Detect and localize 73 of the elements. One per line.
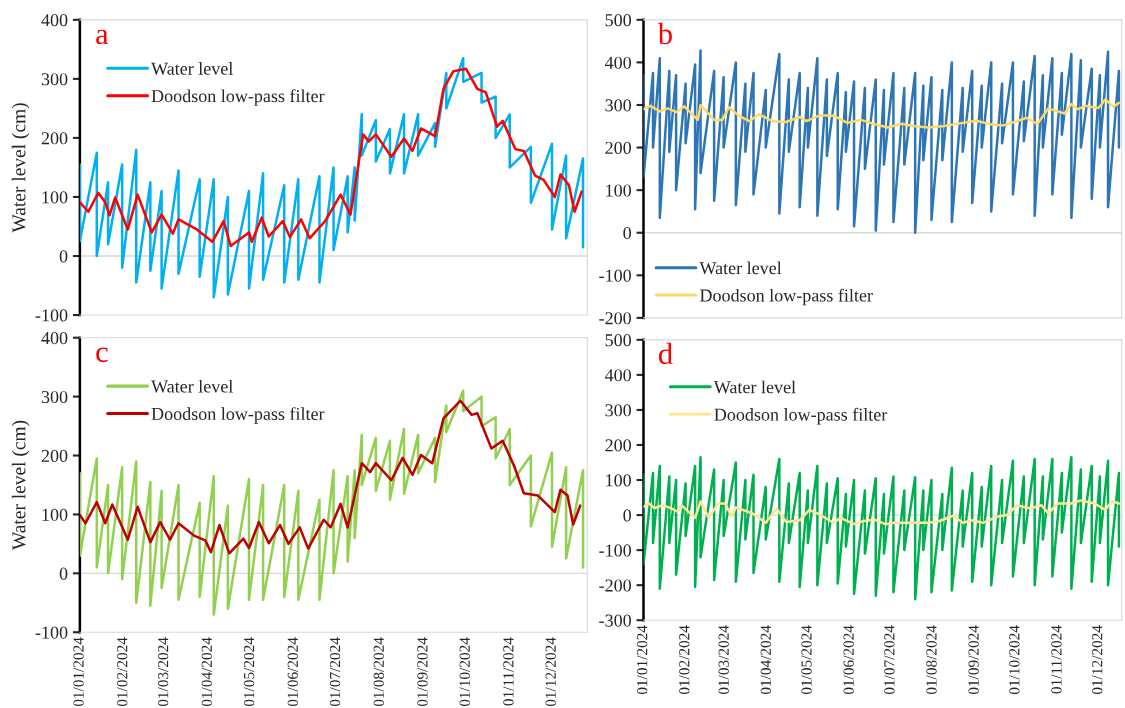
- y-tick-label: 300: [605, 99, 632, 112]
- x-tick-label: 01/04/2024: [760, 625, 771, 695]
- annotation: c: [96, 347, 108, 363]
- line-series: [643, 49, 1121, 234]
- annotation: b: [657, 22, 672, 45]
- y-tick-label: 200: [41, 132, 68, 145]
- x-tick-label: 01/06/2024: [287, 637, 298, 707]
- annotation: a: [96, 29, 109, 45]
- x-tick-label: 01/03/2024: [718, 625, 729, 695]
- legend-label: Doodson low-pass filter: [699, 288, 873, 306]
- y-tick-label: 400: [41, 14, 68, 27]
- x-tick-label: 01/01/2024: [73, 637, 84, 707]
- legend-label: Water level: [713, 380, 796, 394]
- y-tick-label: 400: [41, 331, 68, 345]
- x-tick-label: 01/05/2024: [801, 625, 812, 695]
- legend-label: Water level: [151, 62, 233, 75]
- x-tick-label: 01/01/2024: [637, 625, 648, 695]
- x-tick-label: 01/06/2024: [843, 625, 854, 695]
- y-axis-title: Water level (cm): [11, 420, 30, 551]
- y-tick-label: -300: [599, 614, 632, 627]
- x-tick-label: 01/12/2024: [1092, 625, 1103, 695]
- y-tick-label: 0: [623, 509, 632, 522]
- y-tick-label: 0: [59, 567, 68, 580]
- y-tick-label: 100: [606, 474, 632, 487]
- y-tick-label: 100: [42, 508, 68, 521]
- y-tick-label: 300: [605, 404, 632, 417]
- y-tick-label: -100: [599, 269, 632, 282]
- x-tick-label: 01/07/2024: [884, 625, 895, 695]
- y-tick-label: 200: [605, 439, 632, 452]
- x-tick-label: 01/10/2024: [459, 637, 470, 707]
- x-tick-label: 01/08/2024: [373, 637, 384, 707]
- x-tick-label: 01/11/2024: [503, 637, 514, 706]
- x-tick-label: 01/05/2024: [243, 637, 255, 707]
- y-tick-label: 0: [623, 226, 632, 240]
- legend-label: Water level: [699, 261, 782, 275]
- line-series: [79, 56, 585, 299]
- y-tick-label: -100: [35, 626, 68, 639]
- legend-label: Doodson low-pass filter: [151, 407, 325, 424]
- y-tick-label: -200: [599, 579, 632, 592]
- x-tick-label: 01/08/2024: [926, 625, 937, 695]
- y-tick-label: 100: [606, 184, 632, 197]
- annotation: d: [658, 342, 673, 365]
- line-series: [643, 98, 1121, 129]
- x-tick-label: 01/03/2024: [157, 637, 169, 707]
- x-tick-label: 01/02/2024: [679, 625, 690, 695]
- x-tick-label: 01/09/2024: [417, 637, 428, 707]
- legend-label: Doodson low-pass filter: [151, 89, 325, 106]
- y-tick-label: 400: [604, 369, 632, 382]
- line-series: [643, 455, 1121, 601]
- x-tick-label: 01/09/2024: [968, 625, 979, 695]
- x-tick-label: 01/04/2024: [201, 637, 212, 707]
- line-series: [643, 499, 1121, 526]
- y-tick-label: 400: [604, 56, 632, 69]
- x-tick-label: 01/02/2024: [117, 637, 128, 707]
- line-series: [79, 399, 582, 555]
- y-tick-label: 500: [605, 334, 632, 347]
- y-tick-label: 300: [41, 390, 68, 404]
- y-axis-title: Water level (cm): [11, 103, 30, 233]
- y-tick-label: 500: [605, 14, 632, 27]
- legend-label: Doodson low-pass filter: [714, 407, 888, 425]
- x-tick-label: 01/12/2024: [545, 637, 556, 707]
- y-tick-label: 0: [59, 250, 68, 263]
- legend-label: Water level: [151, 379, 233, 393]
- y-tick-label: 300: [41, 73, 68, 86]
- y-tick-label: -200: [599, 312, 632, 325]
- y-tick-label: 200: [41, 449, 68, 462]
- x-tick-label: 01/07/2024: [329, 637, 341, 707]
- y-tick-label: -100: [599, 544, 632, 557]
- y-tick-label: -100: [35, 309, 68, 322]
- y-tick-label: 200: [605, 141, 632, 155]
- y-tick-label: 100: [42, 191, 68, 204]
- x-tick-label: 01/10/2024: [1009, 625, 1020, 695]
- x-tick-label: 01/11/2024: [1051, 625, 1062, 694]
